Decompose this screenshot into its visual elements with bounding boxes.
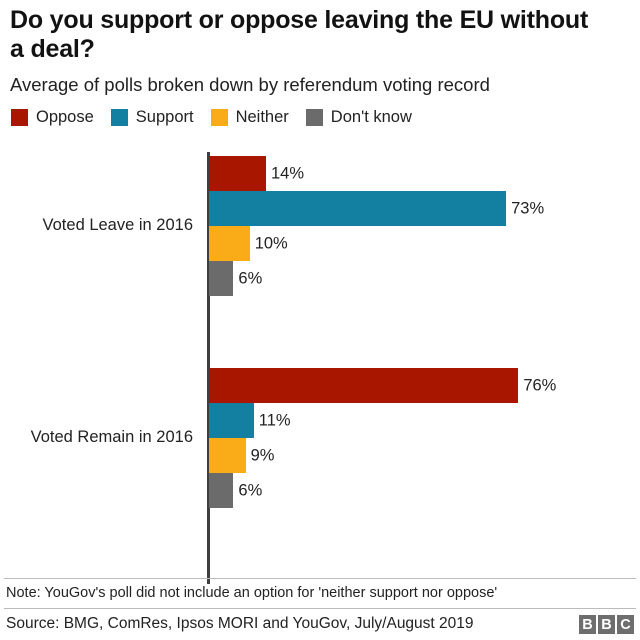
legend-label: Don't know xyxy=(330,108,412,127)
legend-label: Support xyxy=(135,108,194,127)
legend-swatch-icon xyxy=(210,109,228,127)
bar-value-label: 11% xyxy=(258,411,291,429)
legend-swatch-icon xyxy=(11,109,28,127)
category-label: Voted Leave in 2016 xyxy=(42,216,193,234)
chart-subtitle: Average of polls broken down by referend… xyxy=(10,74,490,95)
legend-item: Oppose xyxy=(11,108,94,127)
legend-item: Don't know xyxy=(305,108,412,127)
footer-divider-bottom xyxy=(4,608,636,609)
source-row: Source: BMG, ComRes, Ipsos MORI and YouG… xyxy=(0,609,640,640)
legend-label: Oppose xyxy=(36,108,94,127)
chart-header: Do you support or oppose leaving the EU … xyxy=(0,0,640,127)
plot-area: Voted Leave in 2016 14% 73% 10% 6% Voted Rema… xyxy=(0,146,640,586)
legend-swatch-icon xyxy=(305,109,323,127)
bar xyxy=(209,156,266,191)
footnote-text: Note: YouGov's poll did not include an o… xyxy=(6,584,498,601)
legend-item: Support xyxy=(110,108,194,127)
bar-group: Voted Remain in 2016 76% 11% 9% 6% xyxy=(0,368,640,508)
bar-value-label: 76% xyxy=(523,376,557,394)
bar xyxy=(209,191,507,226)
category-label: Voted Remain in 2016 xyxy=(30,428,193,446)
bbc-logo-letter: B xyxy=(598,615,615,634)
footer-divider-top xyxy=(4,577,636,579)
bar xyxy=(209,226,250,261)
bar-group: Voted Leave in 2016 14% 73% 10% 6% xyxy=(0,156,640,296)
bar xyxy=(209,403,254,438)
bar xyxy=(209,438,246,473)
bar-value-label: 10% xyxy=(254,234,288,252)
page-title: Do you support or oppose leaving the EU … xyxy=(10,6,589,63)
source-text: Source: BMG, ComRes, Ipsos MORI and YouG… xyxy=(6,615,474,633)
bar xyxy=(209,261,234,296)
bar-value-label: 9% xyxy=(250,446,275,464)
chart-legend: Oppose Support Neither Don't know xyxy=(11,108,630,127)
bar xyxy=(209,473,234,508)
chart-footer: Note: YouGov's poll did not include an o… xyxy=(0,577,640,640)
bar-value-label: 14% xyxy=(270,164,304,182)
bar-value-label: 6% xyxy=(238,269,263,287)
bbc-logo-letter: C xyxy=(617,615,634,634)
bbc-logo-letter: B xyxy=(579,615,596,634)
y-axis-line xyxy=(207,152,210,584)
bar-value-label: 73% xyxy=(511,199,545,217)
legend-label: Neither xyxy=(235,108,289,127)
legend-item: Neither xyxy=(210,108,289,127)
bar xyxy=(209,368,519,403)
legend-swatch-icon xyxy=(110,109,128,127)
bar-value-label: 6% xyxy=(238,481,263,499)
